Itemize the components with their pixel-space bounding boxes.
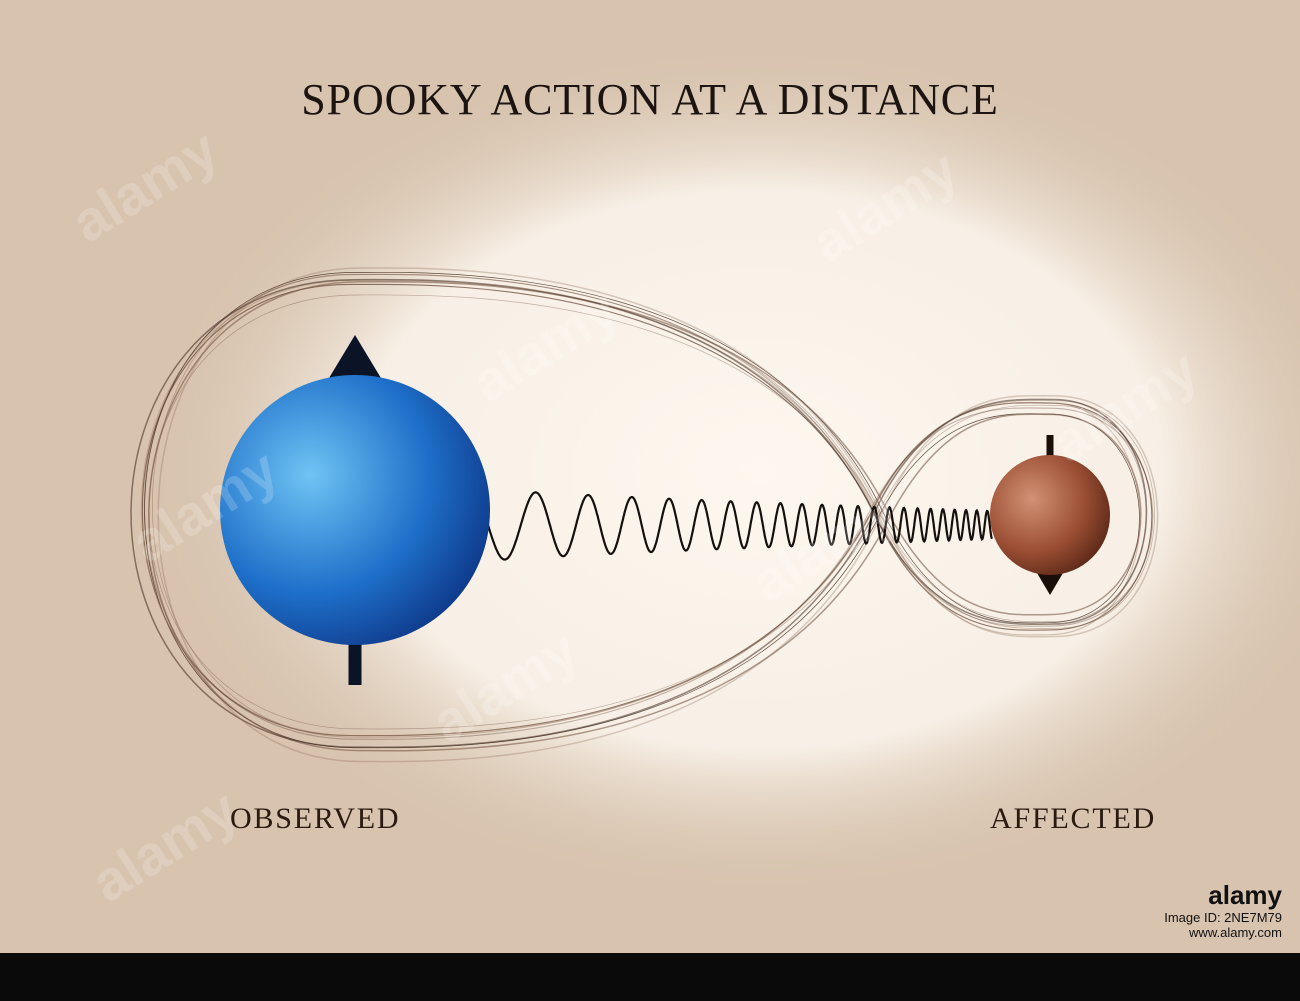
watermark-corner: alamy Image ID: 2NE7M79 www.alamy.com bbox=[1164, 881, 1282, 941]
affected-label: AFFECTED bbox=[990, 802, 1156, 836]
affected-particle bbox=[990, 455, 1110, 575]
diagram-canvas: SPOOKY ACTION AT A DISTANCE OBSERVED AFF… bbox=[0, 0, 1300, 1001]
watermark-brand: alamy bbox=[1164, 881, 1282, 911]
observed-label: OBSERVED bbox=[230, 802, 400, 836]
bottom-bar bbox=[0, 953, 1300, 1001]
watermark-image-id: Image ID: 2NE7M79 bbox=[1164, 911, 1282, 926]
watermark-url: www.alamy.com bbox=[1164, 926, 1282, 941]
observed-particle bbox=[220, 375, 490, 645]
